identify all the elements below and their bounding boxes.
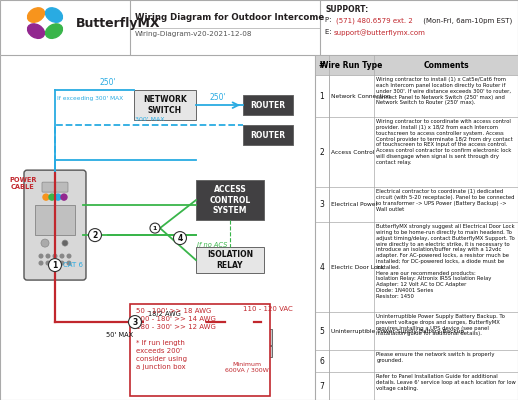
FancyBboxPatch shape bbox=[42, 182, 68, 192]
Circle shape bbox=[53, 261, 57, 265]
Circle shape bbox=[67, 261, 71, 265]
Text: Comments: Comments bbox=[423, 61, 469, 70]
Text: P:: P: bbox=[325, 17, 334, 23]
Text: SUPPORT:: SUPPORT: bbox=[325, 5, 368, 14]
Text: 1: 1 bbox=[52, 260, 57, 270]
Text: E:: E: bbox=[325, 29, 334, 35]
Text: Network Connection: Network Connection bbox=[331, 94, 391, 99]
Text: ROUTER: ROUTER bbox=[250, 131, 285, 140]
Text: 4: 4 bbox=[177, 234, 182, 242]
Text: 6: 6 bbox=[320, 356, 324, 366]
Circle shape bbox=[43, 194, 49, 200]
Text: 18/2 AWG: 18/2 AWG bbox=[148, 311, 181, 317]
Circle shape bbox=[67, 254, 71, 258]
Text: Wiring Diagram for Outdoor Intercome: Wiring Diagram for Outdoor Intercome bbox=[135, 13, 324, 22]
Text: (571) 480.6579 ext. 2: (571) 480.6579 ext. 2 bbox=[336, 17, 413, 24]
Text: support@butterflymx.com: support@butterflymx.com bbox=[334, 29, 426, 36]
Text: Wiring-Diagram-v20-2021-12-08: Wiring-Diagram-v20-2021-12-08 bbox=[135, 31, 252, 37]
Ellipse shape bbox=[27, 24, 45, 38]
Bar bbox=[254, 346, 272, 357]
Text: #: # bbox=[319, 61, 325, 70]
Text: 1: 1 bbox=[153, 226, 157, 230]
Text: UPS: UPS bbox=[234, 318, 252, 326]
Text: 4: 4 bbox=[320, 262, 324, 272]
Text: (Mon-Fri, 6am-10pm EST): (Mon-Fri, 6am-10pm EST) bbox=[421, 17, 512, 24]
Bar bbox=[254, 329, 272, 345]
Text: Electric Door Lock: Electric Door Lock bbox=[331, 264, 384, 270]
Bar bbox=[264, 351, 269, 355]
Text: 3: 3 bbox=[133, 318, 138, 326]
Circle shape bbox=[128, 316, 141, 328]
Text: Uninterruptible Power Supply Battery Backup: Uninterruptible Power Supply Battery Bac… bbox=[331, 328, 464, 334]
Text: 50' MAX: 50' MAX bbox=[106, 332, 134, 338]
Text: 50 - 100' >> 18 AWG
100 - 180' >> 14 AWG
180 - 300' >> 12 AWG

* If run length
e: 50 - 100' >> 18 AWG 100 - 180' >> 14 AWG… bbox=[136, 308, 216, 370]
Text: CAT 6: CAT 6 bbox=[63, 262, 83, 268]
Bar bbox=[130, 304, 270, 396]
Bar bbox=[256, 339, 261, 343]
Circle shape bbox=[61, 194, 67, 200]
Bar bbox=[225, 310, 261, 334]
Circle shape bbox=[49, 258, 62, 272]
Text: NETWORK
SWITCH: NETWORK SWITCH bbox=[143, 96, 187, 115]
Text: Minimum
600VA / 300W: Minimum 600VA / 300W bbox=[225, 362, 269, 373]
FancyBboxPatch shape bbox=[24, 170, 86, 280]
Ellipse shape bbox=[46, 24, 63, 38]
Circle shape bbox=[39, 261, 43, 265]
Text: Wiring contractor to install (1) x Cat5e/Cat6 from each Intercom panel location : Wiring contractor to install (1) x Cat5e… bbox=[377, 77, 511, 105]
Text: 2: 2 bbox=[92, 230, 97, 240]
Circle shape bbox=[60, 261, 64, 265]
Text: Access Control: Access Control bbox=[331, 150, 374, 155]
Text: Electrical Power: Electrical Power bbox=[331, 202, 378, 207]
Circle shape bbox=[46, 261, 50, 265]
Text: 250': 250' bbox=[210, 93, 226, 102]
Bar bbox=[196, 180, 264, 220]
Circle shape bbox=[62, 240, 68, 246]
Text: If exceeding 300' MAX: If exceeding 300' MAX bbox=[57, 96, 123, 101]
Text: 7: 7 bbox=[320, 382, 324, 390]
Circle shape bbox=[55, 194, 61, 200]
Text: Electrical contractor to coordinate (1) dedicated circuit (with 5-20 receptacle): Electrical contractor to coordinate (1) … bbox=[377, 189, 515, 212]
Text: ISOLATION
RELAY: ISOLATION RELAY bbox=[207, 250, 253, 270]
Bar bbox=[243, 95, 293, 115]
Text: 300' MAX: 300' MAX bbox=[135, 117, 165, 122]
Text: 250': 250' bbox=[99, 78, 117, 87]
Ellipse shape bbox=[27, 8, 45, 22]
Text: Wiring contractor to coordinate with access control provider. Install (1) x 18/2: Wiring contractor to coordinate with acc… bbox=[377, 119, 513, 165]
Text: 110 - 120 VAC: 110 - 120 VAC bbox=[243, 306, 293, 312]
Text: ACCESS
CONTROL
SYSTEM: ACCESS CONTROL SYSTEM bbox=[209, 185, 251, 215]
Text: If no ACS: If no ACS bbox=[197, 242, 227, 248]
Text: ROUTER: ROUTER bbox=[250, 101, 285, 110]
Bar bbox=[144, 310, 206, 334]
Circle shape bbox=[39, 254, 43, 258]
Text: 2: 2 bbox=[320, 148, 324, 157]
Bar bbox=[264, 339, 269, 343]
Circle shape bbox=[60, 254, 64, 258]
Bar bbox=[196, 247, 264, 273]
Text: Refer to Panel Installation Guide for additional details. Leave 6' service loop : Refer to Panel Installation Guide for ad… bbox=[377, 374, 516, 391]
Text: 3: 3 bbox=[320, 200, 324, 209]
Text: Wire Run Type: Wire Run Type bbox=[321, 61, 383, 70]
Text: ButterflyMX strongly suggest all Electrical Door Lock wiring to be home-run dire: ButterflyMX strongly suggest all Electri… bbox=[377, 224, 515, 299]
Circle shape bbox=[53, 254, 57, 258]
Circle shape bbox=[49, 194, 55, 200]
Bar bbox=[315, 55, 518, 75]
Circle shape bbox=[89, 228, 102, 242]
Bar bbox=[243, 125, 293, 145]
Text: Please ensure the network switch is properly grounded.: Please ensure the network switch is prop… bbox=[377, 352, 495, 363]
Bar bbox=[256, 351, 261, 355]
Bar bbox=[35, 205, 75, 235]
Circle shape bbox=[41, 239, 49, 247]
Circle shape bbox=[46, 254, 50, 258]
Text: 5: 5 bbox=[320, 326, 324, 336]
Ellipse shape bbox=[46, 8, 63, 22]
Text: 1: 1 bbox=[320, 92, 324, 101]
Bar bbox=[134, 90, 196, 120]
Text: POWER
CABLE: POWER CABLE bbox=[9, 177, 37, 190]
Text: Uninterruptible Power Supply Battery Backup. To prevent voltage drops and surges: Uninterruptible Power Supply Battery Bac… bbox=[377, 314, 505, 336]
Circle shape bbox=[174, 232, 186, 244]
Text: ButterflyMX: ButterflyMX bbox=[76, 16, 161, 30]
Text: TRANSFORMER: TRANSFORMER bbox=[142, 318, 208, 326]
Circle shape bbox=[150, 223, 160, 233]
